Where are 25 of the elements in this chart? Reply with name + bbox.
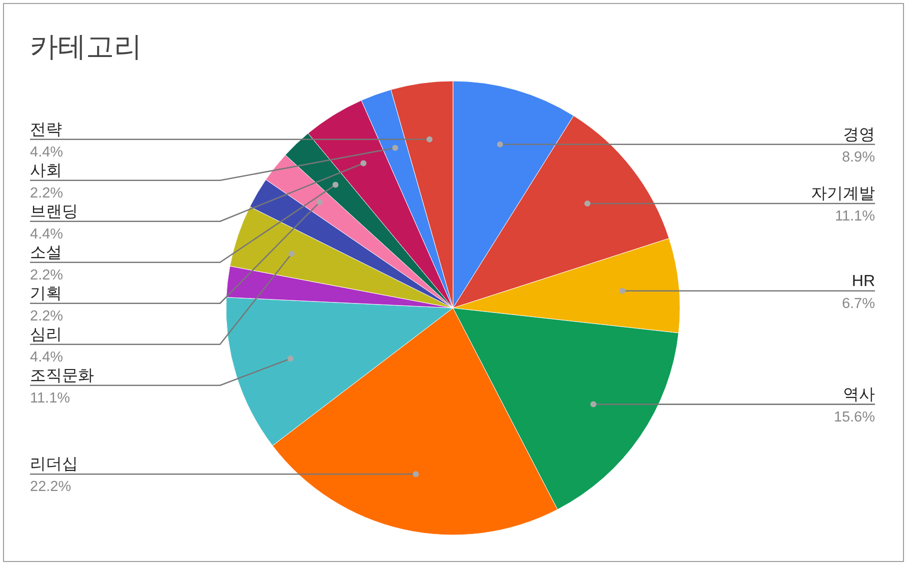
data-label: 15.6% (834, 409, 876, 426)
data-label: 11.1% (30, 390, 70, 406)
slice-label: 조직문화 (30, 367, 94, 384)
slice-label: 브랜딩 (30, 203, 78, 220)
slice-label: 소설 (30, 244, 62, 262)
slice-label: 사회 (30, 162, 62, 180)
slice-label: 기획 (30, 285, 62, 302)
data-label: 6.7% (842, 296, 876, 312)
slice-label: 전략 (30, 121, 62, 138)
slice-label: 역사 (843, 386, 875, 404)
data-label: 4.4% (30, 349, 64, 366)
slice-label: 심리 (30, 326, 62, 344)
slice-label: HR (852, 272, 875, 290)
data-label: 11.1% (834, 208, 876, 224)
data-label: 2.2% (30, 267, 64, 284)
data-label: 4.4% (30, 144, 64, 160)
data-label: 2.2% (30, 308, 64, 324)
data-label: 2.2% (30, 185, 64, 202)
data-label: 8.9% (842, 149, 876, 166)
slice-label: 자기계발 (811, 185, 875, 202)
data-label: 22.2% (30, 479, 72, 496)
chart-title: 카테고리 (30, 31, 142, 62)
slice-label: 리더십 (30, 456, 78, 474)
data-label: 4.4% (30, 226, 64, 242)
slice-label: 경영 (843, 126, 875, 144)
